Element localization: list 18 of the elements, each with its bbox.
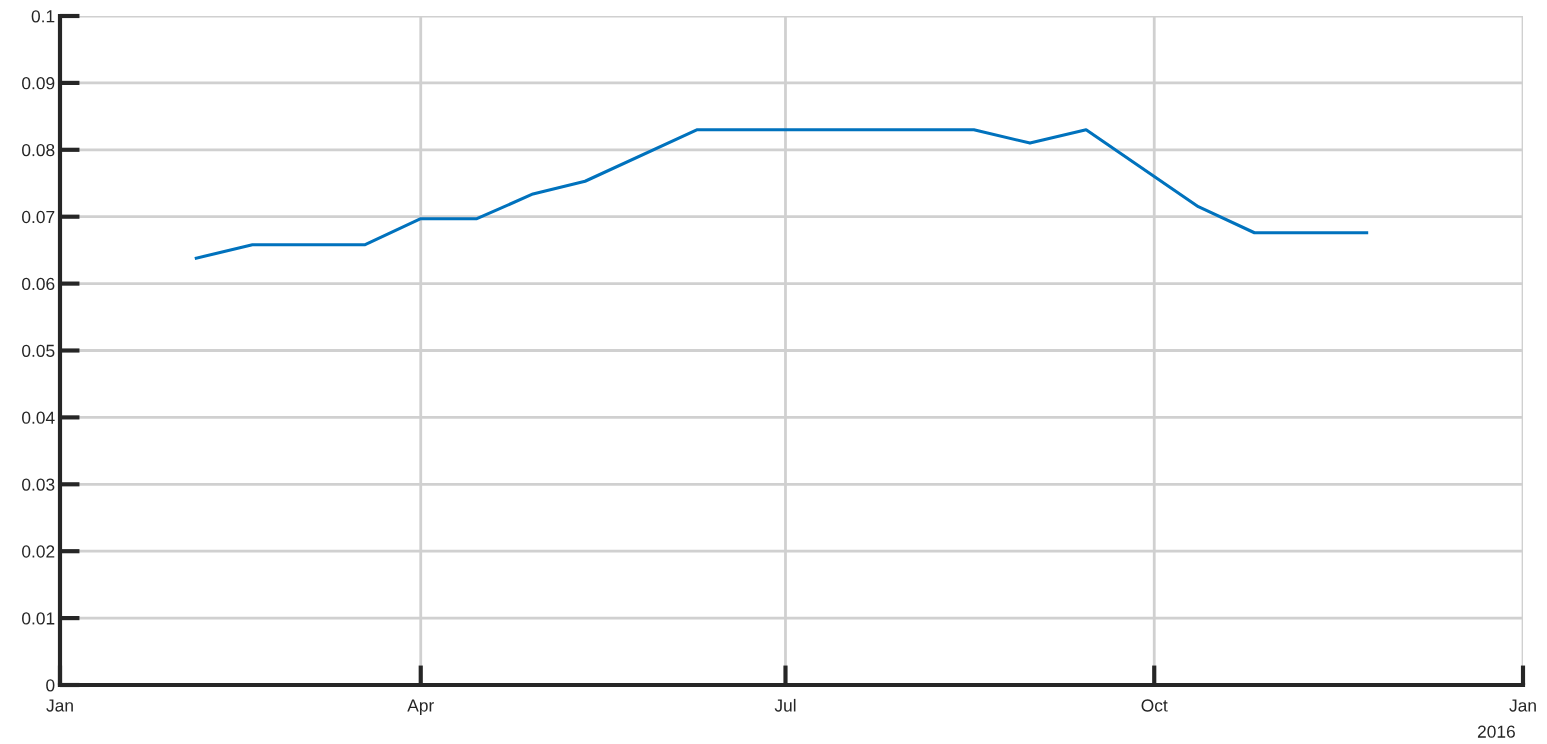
y-tick-label: 0.03 [22, 478, 55, 491]
x-tick-label: Oct [1141, 699, 1168, 712]
x-tick-label: Jul [774, 698, 796, 712]
y-tick-label: 0.05 [22, 344, 55, 357]
x-tick-label: Apr [407, 699, 434, 716]
y-tick-label: 0.06 [22, 277, 55, 291]
y-tick-label: 0 [46, 679, 55, 692]
x-tick-label: Jan [1509, 699, 1536, 712]
y-tick-label: 0.04 [22, 411, 55, 424]
y-tick-label: 0.07 [22, 210, 55, 224]
y-tick-label: 0.02 [22, 545, 55, 558]
line-series [194, 128, 1369, 260]
y-tick-label: 0.09 [22, 77, 55, 90]
text: 2016 [1477, 725, 1515, 738]
y-tick-label: 0.01 [22, 612, 55, 625]
y-tick-label: 0.08 [22, 143, 55, 157]
y-tick-label: 0.1 [31, 10, 55, 23]
x-tick-label: Jan [46, 699, 73, 712]
